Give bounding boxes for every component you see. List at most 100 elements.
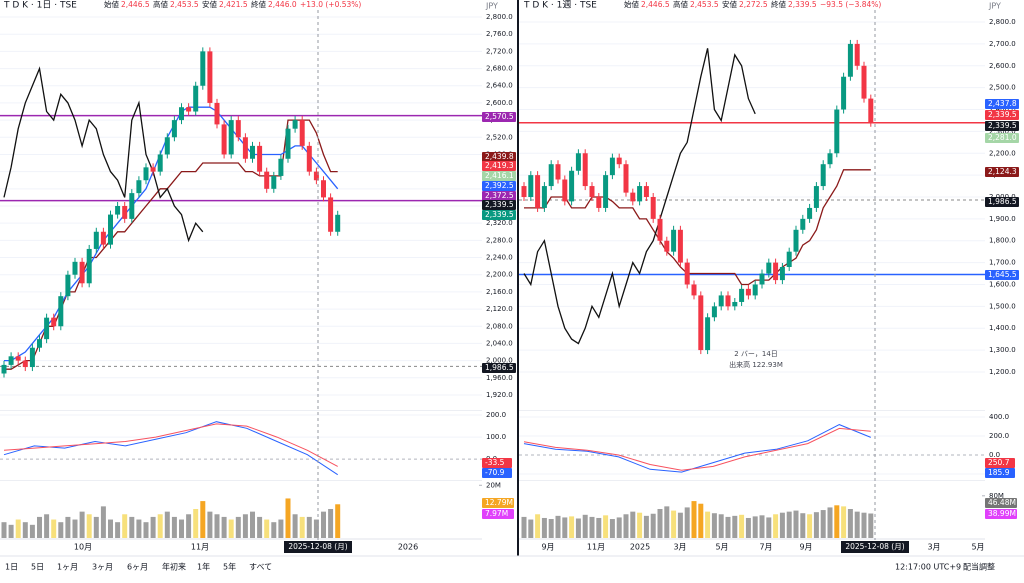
candle [129, 193, 135, 219]
volume-bar [150, 516, 156, 538]
candle [562, 179, 568, 202]
y-tick-label: 2,800.0 [486, 13, 513, 21]
candle [657, 218, 663, 241]
candle [718, 295, 724, 307]
x-tick-label: 10月 [74, 543, 92, 552]
range-button[interactable]: 年初来 [162, 562, 186, 572]
volume-bar [129, 516, 135, 538]
price-badge: 2,437.8 [988, 99, 1017, 108]
volume-bar [705, 511, 711, 538]
volume-bar [242, 514, 248, 538]
volume-bar [15, 519, 21, 538]
price-badge: 1,986.5 [988, 197, 1017, 206]
ohlc-value: 2,453.5 [170, 0, 199, 9]
ohlc-label: 安値 [722, 0, 737, 9]
volume-bar [548, 519, 554, 538]
candle [86, 248, 92, 284]
candle [541, 186, 547, 208]
osc-badge-bg [985, 468, 1015, 478]
price-change: −93.5 (−3.84%) [820, 0, 881, 9]
osc-badge: -33.5 [485, 458, 505, 467]
candle [164, 137, 170, 155]
volume-bar [820, 510, 826, 538]
range-button[interactable]: 5日 [31, 563, 44, 572]
volume-bar [51, 519, 57, 538]
y-tick-label: 2,700.0 [989, 40, 1016, 48]
volume-bar [773, 514, 779, 538]
volume-bar [725, 516, 731, 538]
date-badge: 2025-12-08 (月) [288, 542, 347, 551]
candle [321, 180, 326, 198]
candle [306, 145, 312, 172]
volume-bar [299, 516, 305, 538]
candle [22, 360, 28, 368]
volume-bar [834, 505, 840, 538]
price-badge: 2,339.5 [485, 200, 514, 209]
range-button[interactable]: すべて [249, 563, 272, 572]
candle [257, 145, 263, 172]
osc-badge: 250.7 [988, 458, 1010, 467]
volume-bar [44, 514, 50, 538]
clock: 12:17:00 UTC+9 [895, 563, 961, 572]
range-button[interactable]: 1ヶ月 [57, 563, 78, 572]
candle [200, 51, 206, 86]
candle [752, 284, 758, 296]
range-button[interactable]: 3ヶ月 [92, 563, 113, 572]
osc-line [523, 427, 871, 471]
vol-badge-bg [482, 498, 514, 508]
candle [555, 164, 561, 180]
candle [29, 347, 35, 368]
y-tick-label: 2,160.0 [486, 288, 513, 296]
volume-bar [711, 513, 717, 538]
candle [108, 214, 113, 245]
y-tick-label: 2,300.0 [989, 127, 1016, 135]
candle [242, 137, 248, 159]
price-badge-bg [482, 152, 516, 162]
range-button[interactable]: 1年 [197, 562, 210, 572]
ohlc-label: 高値 [153, 0, 168, 9]
indicator-line [523, 48, 756, 345]
ohlc-value: 2,446.0 [268, 0, 297, 9]
osc-line [523, 424, 871, 473]
vol-separator [0, 480, 482, 481]
range-button[interactable]: 1日 [5, 563, 18, 572]
osc-line [3, 421, 338, 476]
candle [278, 158, 284, 176]
candle [868, 98, 874, 123]
y-tick-label: 2,800.0 [989, 18, 1016, 26]
x-tick-label: 9月 [799, 543, 812, 552]
y-tick-label: 1,400.0 [989, 324, 1016, 332]
volume-bar [221, 516, 227, 538]
volume-bar [555, 515, 561, 538]
price-badge: 1,986.5 [485, 363, 514, 372]
range-button[interactable]: 6ヶ月 [127, 563, 148, 572]
volume-bar [193, 509, 199, 538]
candle [650, 197, 656, 219]
candle [72, 261, 78, 275]
volume-bar [664, 506, 670, 538]
volume-bar [257, 516, 263, 538]
x-tick-label: 3月 [673, 543, 686, 552]
dividend-adjust[interactable]: 配当調整 [963, 562, 995, 572]
candle [328, 197, 334, 232]
volume-bar [691, 501, 697, 538]
candle [179, 107, 184, 121]
price-badge: 2,372.5 [485, 191, 514, 200]
candle [698, 295, 704, 351]
candle [100, 231, 106, 245]
y-tick-label: 2,280.0 [486, 236, 513, 244]
y-tick-label: 1,800.0 [989, 237, 1016, 245]
volume-bar [29, 524, 35, 538]
range-button[interactable]: 5年 [223, 562, 236, 572]
volume-bar [868, 513, 874, 538]
price-badge: 2,339.5 [485, 210, 514, 219]
volume-bar [650, 513, 656, 538]
ohlc-value: 2,446.5 [121, 0, 150, 9]
y-tick-label: 2,400.0 [989, 106, 1016, 114]
ohlc-label: 始値 [104, 0, 119, 9]
candle [228, 120, 234, 155]
volume-bar [766, 517, 772, 538]
y-tick-label: 2,500.0 [989, 84, 1016, 92]
volume-bar [179, 519, 184, 538]
symbol-title: T D K · 1週 · TSE [523, 0, 597, 11]
